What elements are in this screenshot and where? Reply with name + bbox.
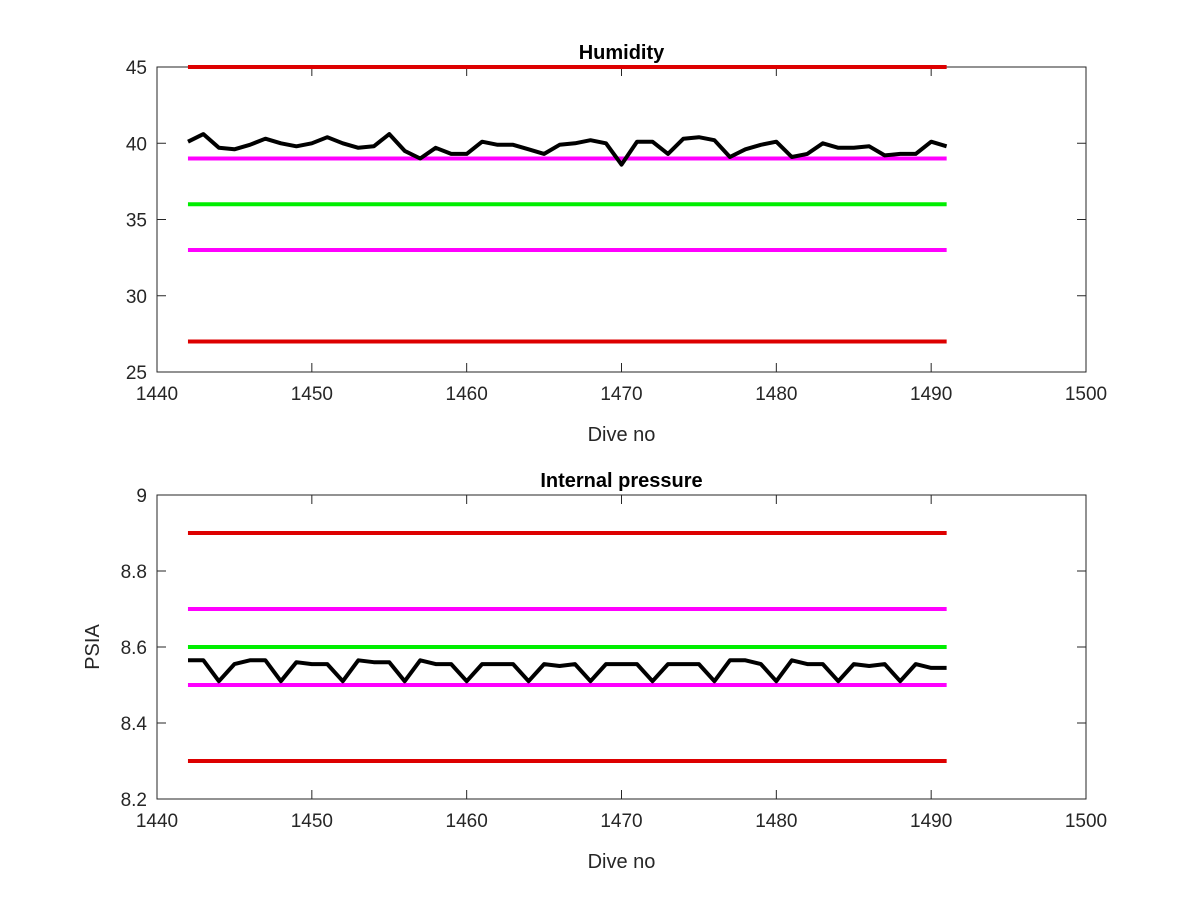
humidity-panel: 1440 1450 1460 1470 1480 1490 1500 25 30 35 40 45 Hu…: [126, 42, 1107, 446]
internal-pressure-panel: 1440 1450 1460 1470 1480 1490 1500 8.2 8.4 8.6 8.8…: [82, 470, 1107, 873]
x-tick-label: 1490: [910, 384, 952, 405]
chart-title: Internal pressure: [540, 470, 702, 492]
x-tick-label: 1500: [1065, 384, 1107, 405]
y-tick-label: 8.4: [121, 714, 148, 735]
chart-title: Humidity: [579, 42, 665, 64]
x-tick-label: 1480: [755, 811, 797, 832]
x-axis-label: Dive no: [588, 424, 656, 446]
x-tick-label: 1470: [600, 811, 642, 832]
y-tick-label: 25: [126, 363, 147, 384]
x-tick-label: 1450: [291, 811, 333, 832]
y-tick-label: 45: [126, 58, 147, 79]
y-tick-label: 35: [126, 211, 147, 232]
y-tick-label: 40: [126, 134, 147, 155]
x-tick-label: 1440: [136, 811, 178, 832]
y-tick-label: 8.8: [121, 562, 147, 583]
y-tick-label: 8.6: [121, 638, 147, 659]
plot-area: [156, 66, 1087, 373]
x-tick-label: 1460: [446, 384, 488, 405]
x-tick-label: 1490: [910, 811, 952, 832]
x-tick-label: 1440: [136, 384, 178, 405]
series-line: [187, 132, 948, 167]
x-tick-label: 1470: [600, 384, 642, 405]
series-line: [188, 658, 947, 684]
x-axis-label: Dive no: [588, 851, 656, 873]
x-tick-label: 1480: [755, 384, 797, 405]
y-tick-label: 30: [126, 287, 147, 308]
y-tick-label: 9: [136, 486, 147, 507]
x-tick-label: 1500: [1065, 811, 1107, 832]
x-tick-label: 1460: [446, 811, 488, 832]
x-tick-label: 1450: [291, 384, 333, 405]
y-tick-label: 8.2: [121, 790, 147, 811]
y-axis-label: PSIA: [82, 624, 104, 670]
